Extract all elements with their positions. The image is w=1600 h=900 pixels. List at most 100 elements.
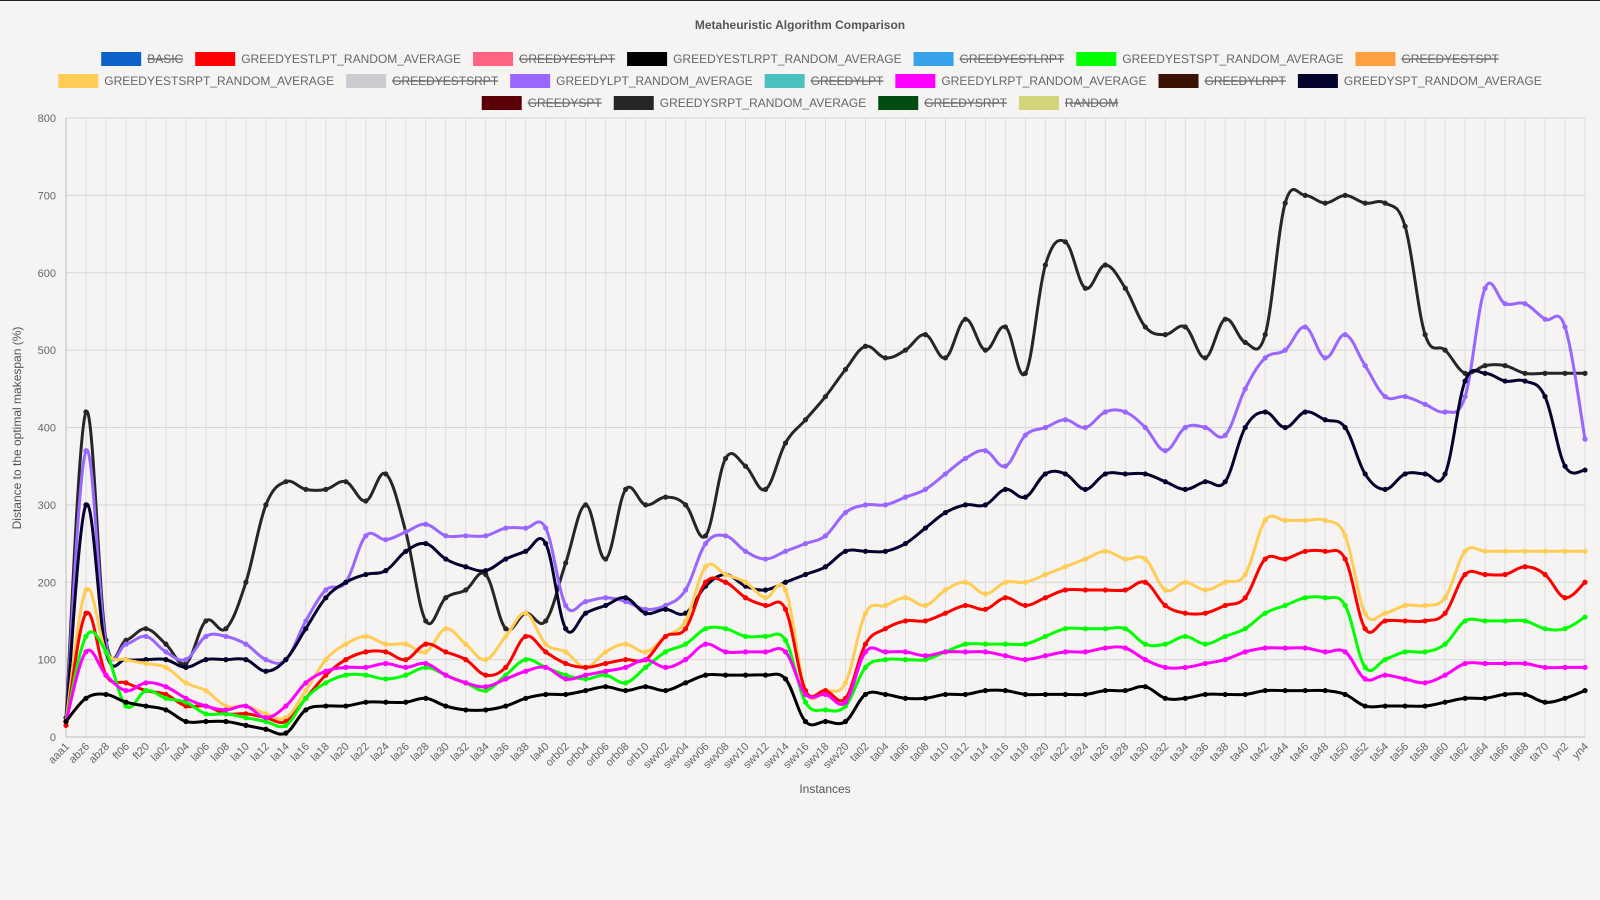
data-point: [1162, 641, 1168, 647]
data-point: [1202, 610, 1208, 616]
data-point: [1122, 556, 1128, 562]
x-tick-label: ta06: [888, 741, 912, 765]
legend-item-greedyestlpt_random_average[interactable]: GREEDYESTLPT_RANDOM_AVERAGE: [195, 52, 461, 66]
data-point: [1102, 645, 1108, 651]
data-point: [663, 649, 669, 655]
data-point: [663, 494, 669, 500]
data-point: [423, 664, 429, 670]
data-point: [1042, 471, 1048, 477]
legend-item-basic[interactable]: BASIC: [101, 52, 184, 66]
legend-item-greedyestspt_random_average[interactable]: GREEDYESTSPT_RANDOM_AVERAGE: [1076, 52, 1343, 66]
data-point: [1502, 571, 1508, 578]
y-tick-label: 600: [38, 268, 56, 280]
data-point: [1362, 200, 1368, 206]
x-tick-label: ta48: [1308, 741, 1332, 765]
legend[interactable]: BASIC GREEDYESTLPT_RANDOM_AVERAGE GREEDYES…: [58, 52, 1542, 110]
legend-item-greedyspt_random_average[interactable]: GREEDYSPT_RANDOM_AVERAGE: [1297, 74, 1542, 88]
data-point: [1242, 649, 1248, 655]
data-point: [822, 691, 829, 698]
legend-item-greedyestlrpt_random_average[interactable]: GREEDYESTLRPT_RANDOM_AVERAGE: [627, 52, 902, 66]
data-point: [363, 664, 369, 670]
data-point: [1302, 687, 1308, 694]
data-point: [1142, 579, 1148, 585]
x-tick-label: ta42: [1248, 741, 1272, 765]
x-tick-label: la30: [429, 741, 452, 764]
data-point: [902, 595, 909, 601]
x-tick-label: ta58: [1408, 741, 1432, 765]
x-tick-label: ta54: [1368, 741, 1392, 765]
data-point: [802, 540, 809, 547]
y-axis-label: Distance to the optimal makespan (%): [10, 327, 24, 530]
data-point: [163, 695, 169, 701]
data-point: [902, 540, 909, 547]
data-point: [882, 548, 889, 554]
data-point: [1182, 324, 1188, 330]
data-point: [283, 479, 289, 485]
data-point: [443, 556, 449, 562]
data-point: [862, 641, 869, 647]
data-point: [1262, 332, 1268, 338]
legend-item-greedyspt[interactable]: GREEDYSPT: [481, 96, 603, 110]
data-point: [682, 502, 689, 508]
data-point: [483, 672, 489, 678]
data-point: [583, 610, 589, 616]
data-point: [603, 672, 609, 678]
y-tick-label: 800: [38, 113, 56, 125]
data-point: [1002, 687, 1008, 694]
data-point: [383, 649, 389, 655]
x-tick-label: la08: [209, 741, 232, 764]
data-point: [962, 502, 969, 508]
data-point: [1182, 486, 1188, 492]
data-point: [563, 660, 569, 667]
data-point: [1562, 664, 1568, 670]
series-greedyspt_random_average: [63, 368, 1588, 725]
data-point: [383, 660, 389, 667]
legend-item-random[interactable]: RANDOM: [1018, 96, 1119, 110]
legend-item-greedysrpt_random_average[interactable]: GREEDYSRPT_RANDOM_AVERAGE: [613, 96, 867, 110]
data-point: [1402, 602, 1408, 609]
data-point: [1082, 691, 1088, 698]
data-point: [1422, 471, 1428, 477]
legend-item-greedyestsrpt[interactable]: GREEDYESTSRPT: [346, 74, 499, 88]
data-point: [782, 548, 789, 554]
data-point: [443, 626, 449, 632]
data-point: [243, 722, 249, 728]
data-point: [822, 393, 829, 400]
legend-item-greedylrpt[interactable]: GREEDYLRPT: [1158, 74, 1287, 88]
data-point: [1042, 653, 1048, 659]
data-point: [1022, 432, 1028, 438]
data-point: [1322, 687, 1328, 694]
data-point: [1462, 370, 1468, 376]
legend-label: GREEDYLRPT_RANDOM_AVERAGE: [941, 74, 1146, 88]
x-tick-label: abz6: [67, 741, 92, 766]
data-point: [363, 533, 369, 539]
data-point: [1322, 548, 1328, 554]
data-point: [1482, 695, 1488, 701]
legend-item-greedyestlpt[interactable]: GREEDYESTLPT: [473, 52, 616, 66]
x-tick-label: abz8: [87, 741, 112, 766]
data-point: [742, 548, 749, 554]
data-point: [303, 695, 309, 701]
x-tick-label: la28: [409, 741, 432, 764]
legend-item-greedylrpt_random_average[interactable]: GREEDYLRPT_RANDOM_AVERAGE: [895, 74, 1147, 88]
data-point: [942, 510, 949, 516]
data-point: [1562, 595, 1568, 601]
data-point: [1162, 664, 1168, 670]
data-point: [503, 525, 509, 531]
legend-item-greedyestsrpt_random_average[interactable]: GREEDYESTSRPT_RANDOM_AVERAGE: [58, 74, 334, 88]
data-point: [423, 649, 429, 655]
data-point: [822, 718, 829, 725]
legend-item-greedylpt_random_average[interactable]: GREEDYLPT_RANDOM_AVERAGE: [510, 74, 753, 88]
legend-item-greedylpt[interactable]: GREEDYLPT: [764, 74, 884, 88]
data-point: [203, 618, 209, 624]
legend-item-greedysrpt[interactable]: GREEDYSRPT: [878, 96, 1008, 110]
data-point: [123, 641, 129, 647]
data-point: [902, 618, 909, 624]
data-point: [942, 355, 949, 361]
x-tick-label: ta66: [1488, 741, 1512, 765]
legend-item-greedyestlrpt[interactable]: GREEDYESTLRPT: [913, 52, 1065, 66]
data-point: [143, 657, 149, 663]
series-greedyestlrpt_random_average: [63, 672, 1588, 736]
legend-item-greedyestspt[interactable]: GREEDYESTSPT: [1355, 52, 1499, 66]
series-greedysrpt_random_average: [63, 188, 1588, 721]
